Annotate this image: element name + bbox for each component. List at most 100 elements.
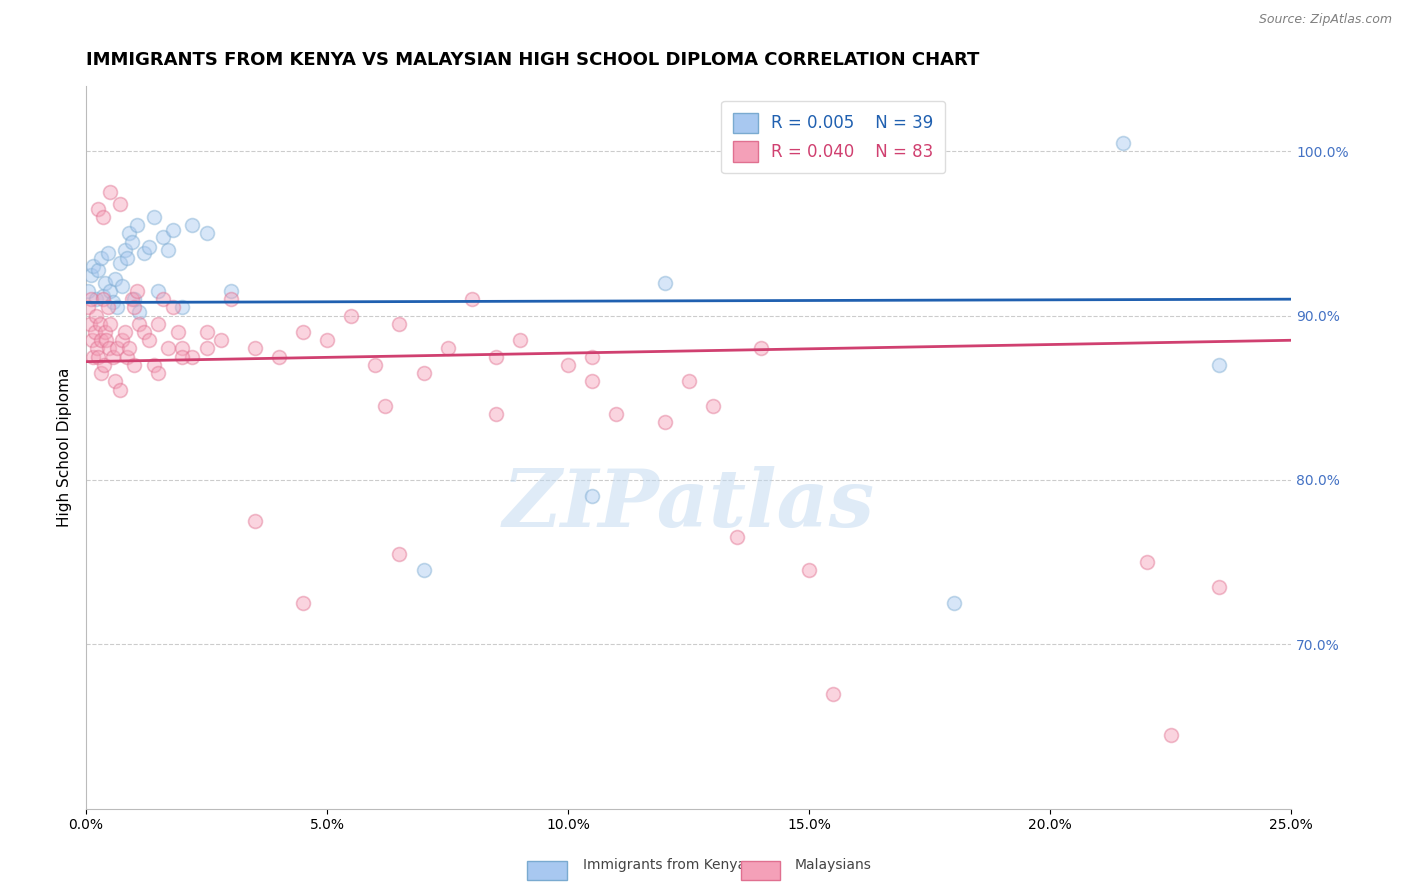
Point [98,284,121,298]
Legend: R = 0.005    N = 39, R = 0.040    N = 83: R = 0.005 N = 39, R = 0.040 N = 83 [721,101,945,173]
Point [157,243,180,257]
Point [125,284,148,298]
Point [79,317,101,331]
Point [101,350,124,364]
Point [209,333,232,347]
Point [172,301,194,315]
Y-axis label: High School Diploma: High School Diploma [58,368,72,527]
Point [115,350,138,364]
Point [84,292,107,306]
Point [124,292,146,306]
Text: Immigrants from Kenya: Immigrants from Kenya [583,858,747,872]
Point [111,279,134,293]
Point [195,325,218,339]
Point [90,251,112,265]
Point [148,284,170,298]
Point [157,342,180,356]
Point [77,284,100,298]
Point [142,358,165,372]
Point [267,350,290,364]
Point [87,350,110,364]
Point [121,292,143,306]
Point [292,325,315,339]
Point [128,317,150,331]
Point [1208,358,1230,372]
Point [121,235,143,249]
Point [97,246,120,260]
Point [84,309,107,323]
Point [89,317,111,331]
Point [654,276,676,290]
Text: Malaysians: Malaysians [794,858,872,872]
Point [132,325,155,339]
Text: Source: ZipAtlas.com: Source: ZipAtlas.com [1258,13,1392,27]
Point [509,333,531,347]
Point [132,246,155,260]
Point [108,197,131,211]
Point [138,239,160,253]
Point [374,399,396,413]
Point [80,292,103,306]
Point [87,202,110,216]
Point [94,276,117,290]
Point [152,292,174,306]
Point [118,227,141,241]
Point [1208,580,1230,594]
Point [243,514,266,528]
Point [91,292,114,306]
Point [114,243,136,257]
Point [605,407,627,421]
Point [412,366,434,380]
Point [80,268,103,282]
Point [152,229,174,244]
Point [678,375,700,389]
Point [654,416,676,430]
Point [107,301,129,315]
Point [97,301,120,315]
Point [823,687,845,701]
Text: ZIPatlas: ZIPatlas [502,467,875,544]
Point [219,284,242,298]
Point [96,333,118,347]
Point [148,317,170,331]
Point [485,407,508,421]
Point [128,305,150,319]
Point [725,531,748,545]
Point [77,301,100,315]
Point [104,375,127,389]
Point [107,342,129,356]
Point [101,295,124,310]
Point [138,333,160,347]
Point [90,333,112,347]
Point [485,350,508,364]
Point [162,301,184,315]
Point [115,251,138,265]
Point [148,366,170,380]
Point [114,325,136,339]
Point [316,333,339,347]
Point [80,333,103,347]
Point [581,375,603,389]
Point [98,342,121,356]
Point [942,596,965,610]
Point [91,289,114,303]
Point [124,301,146,315]
Point [172,342,194,356]
Point [124,358,146,372]
Point [340,309,363,323]
Point [364,358,387,372]
Point [82,350,104,364]
Point [87,262,110,277]
Point [1111,136,1133,150]
Point [108,383,131,397]
Point [125,218,148,232]
Point [104,272,127,286]
Point [172,350,194,364]
Point [181,350,204,364]
Point [94,325,117,339]
Point [111,333,134,347]
Point [292,596,315,610]
Point [108,256,131,270]
Point [557,358,579,372]
Point [98,186,121,200]
